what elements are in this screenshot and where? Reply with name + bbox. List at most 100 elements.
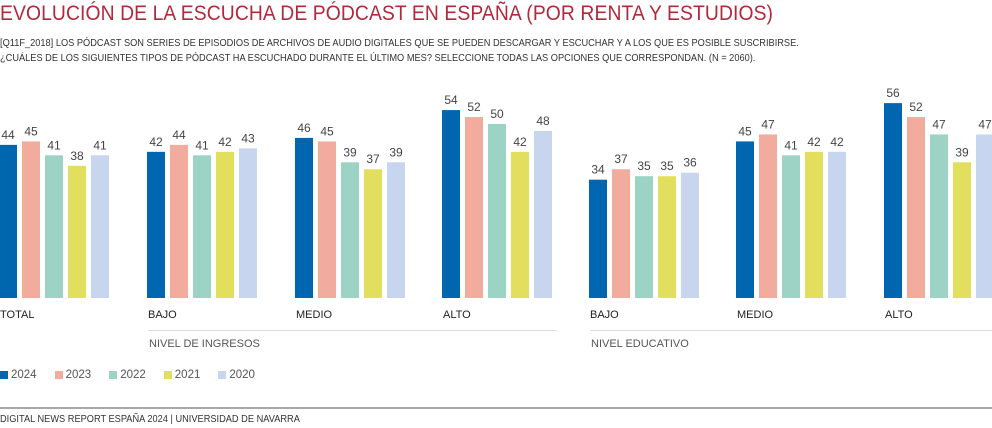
data-label: 56 (886, 86, 900, 100)
bar-2024 (884, 103, 902, 299)
category-label: ALTO (885, 309, 913, 321)
bar-2021 (658, 176, 676, 298)
legend-label: 2022 (120, 369, 146, 381)
bar-2022 (341, 162, 359, 298)
legend-swatch (218, 371, 227, 379)
category-label: BAJO (148, 309, 177, 321)
subtitle-line-2: ¿CUÁLES DE LOS SIGUIENTES TIPOS DE PÓDCA… (0, 52, 756, 64)
data-label: 52 (467, 100, 481, 114)
bar-2022 (45, 155, 63, 298)
bar-2020 (534, 130, 552, 298)
bar-2021 (68, 165, 86, 298)
bar-2021 (953, 162, 971, 298)
category-label: TOTAL (0, 309, 34, 321)
category-label: MEDIO (737, 309, 774, 321)
data-label: 41 (784, 138, 798, 152)
category-label: MEDIO (296, 309, 333, 321)
bar-2021 (511, 151, 529, 298)
chart-title: EVOLUCIÓN DE LA ESCUCHA DE PÓDCAST EN ES… (0, 2, 774, 25)
category-label: BAJO (590, 309, 619, 321)
legend-label: 2023 (65, 369, 92, 381)
data-label: 43 (241, 131, 255, 145)
bar-2020 (976, 134, 992, 298)
data-label: 41 (93, 138, 107, 152)
legend-item-2020: 2020 (218, 369, 255, 381)
data-label: 47 (932, 117, 946, 131)
data-label: 44 (172, 128, 186, 142)
bar-2024 (442, 110, 460, 298)
bar-2023 (318, 141, 336, 298)
data-label: 41 (47, 138, 61, 152)
bar-2020 (91, 155, 109, 298)
legend-swatch (109, 371, 118, 379)
bar-2022 (488, 124, 506, 298)
data-label: 39 (343, 145, 357, 159)
bar-2022 (193, 155, 211, 298)
legend-swatch (163, 371, 172, 379)
bar-2020 (828, 151, 846, 298)
bar-2023 (465, 117, 483, 298)
data-label: 39 (955, 145, 969, 159)
data-label: 37 (614, 152, 628, 166)
data-label: 47 (978, 117, 992, 131)
bar-2023 (612, 169, 630, 298)
bar-2022 (782, 155, 800, 298)
bar-2020 (239, 148, 257, 298)
bar-2022 (930, 134, 948, 298)
data-label: 54 (444, 93, 458, 107)
data-label: 36 (683, 156, 697, 170)
footer-source: DIGITAL NEWS REPORT ESPAÑA 2024 | UNIVER… (0, 413, 300, 425)
data-label: 42 (218, 135, 232, 149)
data-label: 38 (70, 149, 84, 163)
legend-item-2023: 2023 (54, 369, 92, 381)
bar-2022 (635, 176, 653, 298)
data-label: 41 (195, 138, 209, 152)
bar-2024 (147, 151, 165, 298)
legend-swatch (0, 371, 8, 379)
bar-2021 (805, 151, 823, 298)
bar-2024 (295, 137, 313, 298)
data-label: 45 (738, 124, 752, 138)
group-label: NIVEL EDUCATIVO (591, 338, 689, 350)
legend-label: 2021 (174, 369, 201, 381)
category-label: ALTO (443, 309, 471, 321)
bar-2021 (364, 169, 382, 298)
legend-label: 2024 (11, 369, 37, 381)
bar-2020 (387, 162, 405, 298)
bar-2023 (170, 144, 188, 298)
bar-2020 (681, 172, 699, 298)
bar-2024 (736, 141, 754, 298)
data-label: 42 (513, 135, 527, 149)
bar-2021 (216, 151, 234, 298)
legend-item-2021: 2021 (163, 369, 201, 381)
data-label: 45 (320, 124, 334, 138)
bar-chart: 44 45 41 38 41 TOTAL 42 44 41 42 43 BAJO 46 45 39 37 39 M… (0, 86, 992, 350)
bar-2023 (759, 134, 777, 298)
legend-item-2022: 2022 (109, 369, 146, 381)
legend: 2024 2023 2022 2021 2020 (0, 369, 273, 381)
data-label: 45 (24, 124, 38, 138)
data-label: 48 (536, 114, 550, 128)
legend-label: 2020 (229, 369, 255, 381)
subtitle-line-1: [Q11F_2018] LOS PÓDCAST SON SERIES DE EP… (0, 37, 799, 49)
data-label: 35 (660, 159, 674, 173)
footer-divider (0, 407, 992, 409)
data-label: 42 (149, 135, 163, 149)
data-label: 34 (591, 163, 605, 177)
legend-item-2024: 2024 (0, 369, 37, 381)
data-label: 35 (637, 159, 651, 173)
data-label: 50 (490, 107, 504, 121)
data-label: 39 (389, 145, 403, 159)
data-label: 52 (909, 100, 923, 114)
data-label: 46 (297, 121, 311, 135)
data-label: 44 (1, 128, 15, 142)
data-label: 42 (807, 135, 821, 149)
data-label: 47 (761, 117, 775, 131)
bar-2024 (589, 179, 607, 298)
bar-2023 (22, 141, 40, 298)
data-label: 37 (366, 152, 380, 166)
bar-2023 (907, 117, 925, 298)
legend-swatch (54, 371, 63, 379)
group-label: NIVEL DE INGRESOS (149, 338, 260, 350)
bar-2024 (0, 144, 17, 298)
